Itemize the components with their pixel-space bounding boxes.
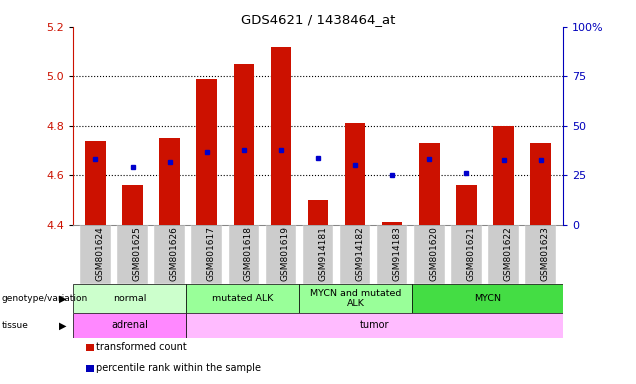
Bar	[414, 225, 445, 284]
Bar	[345, 123, 365, 225]
Text: ▶: ▶	[59, 293, 67, 304]
Text: GSM801622: GSM801622	[504, 227, 513, 281]
Bar	[117, 225, 148, 284]
Text: GSM801626: GSM801626	[170, 227, 179, 281]
Bar	[73, 313, 186, 338]
Text: GSM801620: GSM801620	[429, 227, 438, 281]
Bar	[456, 185, 476, 225]
Text: adrenal: adrenal	[111, 320, 148, 331]
Text: mutated ALK: mutated ALK	[212, 294, 273, 303]
Bar	[85, 141, 106, 225]
Bar	[530, 143, 551, 225]
Bar	[186, 284, 299, 313]
Text: tumor: tumor	[360, 320, 389, 331]
Bar	[419, 143, 439, 225]
Text: GSM801624: GSM801624	[95, 227, 104, 281]
Text: GSM914181: GSM914181	[318, 227, 327, 281]
Bar	[186, 313, 563, 338]
Text: GSM801621: GSM801621	[466, 227, 475, 281]
Bar	[340, 225, 370, 284]
Bar	[377, 225, 408, 284]
Bar	[525, 225, 556, 284]
Text: genotype/variation: genotype/variation	[1, 294, 88, 303]
Bar	[303, 225, 333, 284]
Bar	[412, 284, 563, 313]
Text: GSM801617: GSM801617	[207, 227, 216, 281]
Bar	[80, 225, 111, 284]
Text: ▶: ▶	[59, 320, 67, 331]
Text: percentile rank within the sample: percentile rank within the sample	[96, 363, 261, 373]
Bar	[382, 222, 403, 225]
Bar	[197, 79, 217, 225]
Bar	[191, 225, 222, 284]
Text: GSM801618: GSM801618	[244, 227, 252, 281]
Bar	[488, 225, 519, 284]
Text: GSM914183: GSM914183	[392, 227, 401, 281]
Bar	[233, 64, 254, 225]
Title: GDS4621 / 1438464_at: GDS4621 / 1438464_at	[241, 13, 395, 26]
Bar	[228, 225, 259, 284]
Bar	[451, 225, 481, 284]
Bar	[122, 185, 142, 225]
Bar	[266, 225, 296, 284]
Bar	[155, 225, 185, 284]
Text: MYCN: MYCN	[474, 294, 501, 303]
Text: MYCN and mutated
ALK: MYCN and mutated ALK	[310, 289, 401, 308]
Bar	[73, 284, 186, 313]
Text: GSM801619: GSM801619	[281, 227, 290, 281]
Text: tissue: tissue	[1, 321, 28, 330]
Text: GSM801623: GSM801623	[541, 227, 550, 281]
Bar	[271, 47, 291, 225]
Text: normal: normal	[113, 294, 146, 303]
Bar	[308, 200, 328, 225]
Text: GSM801625: GSM801625	[132, 227, 141, 281]
Text: GSM914182: GSM914182	[355, 227, 364, 281]
Bar	[299, 284, 412, 313]
Bar	[160, 138, 180, 225]
Text: transformed count: transformed count	[96, 342, 187, 352]
Bar	[494, 126, 514, 225]
